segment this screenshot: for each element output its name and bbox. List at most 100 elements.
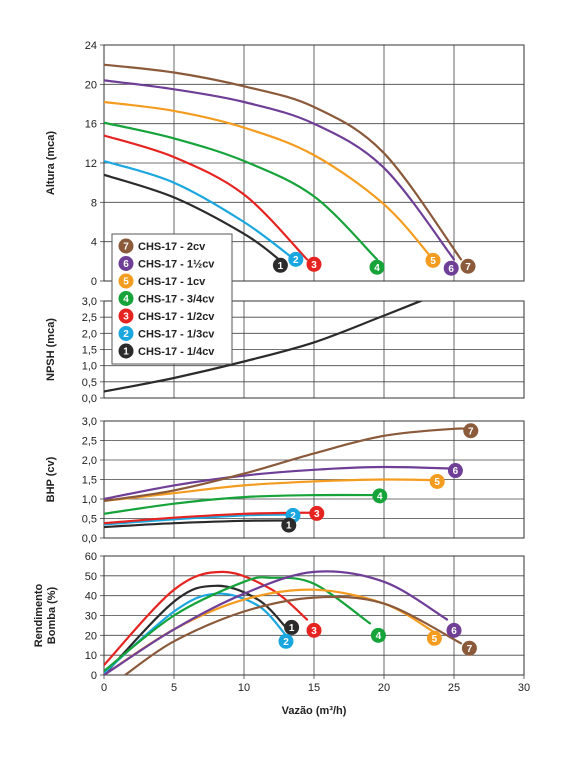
legend-item-1: 1 CHS-17 - 1/4cv <box>118 343 215 359</box>
marker-circle <box>309 505 325 521</box>
marker-label: 5 <box>430 256 436 267</box>
y-tick-label: 0 <box>91 670 97 682</box>
series-5-marker: 5 <box>425 252 441 268</box>
series-4-line <box>104 493 386 515</box>
legend-label: CHS-17 - 1/3cv <box>138 329 215 341</box>
series-7-line <box>104 63 463 261</box>
marker-label: 2 <box>283 637 289 648</box>
marker-label: 6 <box>448 264 454 275</box>
series-6-marker: 6 <box>443 260 459 276</box>
series-1-line <box>104 173 281 261</box>
marker-label: 4 <box>377 491 383 502</box>
y-tick-label: 1,0 <box>82 494 97 506</box>
marker-label: 4 <box>376 631 382 642</box>
marker-label: 7 <box>467 644 473 655</box>
legend-label: CHS-17 - 1/2cv <box>138 311 215 323</box>
marker-circle <box>118 308 134 324</box>
marker-circle <box>278 633 294 649</box>
series-5-line <box>104 478 442 502</box>
series-4-marker: 4 <box>118 291 134 306</box>
series-6-marker: 6 <box>446 622 462 638</box>
y-tick-label: 0,5 <box>82 377 97 389</box>
marker-circle <box>118 256 134 271</box>
y-tick-label: 60 <box>85 551 97 563</box>
y-axis-title: Altura (mca) <box>45 131 57 196</box>
marker-label: 3 <box>123 312 129 323</box>
series-6-marker: 6 <box>447 463 463 479</box>
marker-label: 1 <box>123 347 129 358</box>
marker-label: 5 <box>434 477 440 488</box>
marker-label: 3 <box>311 626 317 637</box>
marker-label: 3 <box>311 260 317 271</box>
marker-label: 2 <box>123 329 129 340</box>
marker-label: 1 <box>278 261 284 272</box>
series-7-marker: 7 <box>463 423 479 439</box>
marker-circle <box>281 517 297 533</box>
series-2-line <box>104 513 288 526</box>
legend-label: CHS-17 - 1/4cv <box>138 346 215 358</box>
y-tick-label: 20 <box>85 79 97 91</box>
plot-frame <box>103 44 525 282</box>
series-5-marker: 5 <box>429 473 445 489</box>
series-lines <box>104 63 463 261</box>
marker-circle <box>288 251 304 267</box>
y-tick-label: 10 <box>85 650 97 662</box>
marker-circle <box>272 257 288 273</box>
x-axis: 0 5 10 15 20 25 30 <box>101 675 530 694</box>
marker-label: 4 <box>123 294 129 305</box>
y-tick-label: 50 <box>85 571 97 583</box>
series-6-marker: 6 <box>118 256 134 271</box>
marker-circle <box>426 630 442 646</box>
plot-frame <box>103 420 525 539</box>
marker-label: 7 <box>468 426 474 437</box>
series-5-line <box>104 100 435 261</box>
x-tick-label: 5 <box>171 682 177 694</box>
y-tick-label: 0,5 <box>82 514 97 526</box>
marker-circle <box>118 291 134 306</box>
legend-item-3: 3 CHS-17 - 1/2cv <box>118 308 215 324</box>
series-2-marker: 2 <box>118 326 134 341</box>
series-6-line <box>104 570 449 675</box>
series-7-line <box>104 427 470 502</box>
marker-label: 5 <box>432 634 438 645</box>
marker-circle <box>425 252 441 268</box>
marker-label: 7 <box>123 242 129 253</box>
series-5-marker: 5 <box>426 630 442 646</box>
marker-circle <box>370 627 386 643</box>
marker-label: 6 <box>451 626 457 637</box>
marker-circle <box>306 256 322 272</box>
series-1-marker: 1 <box>272 257 288 273</box>
x-tick-label: 15 <box>308 682 320 694</box>
series-3-marker: 3 <box>306 256 322 272</box>
series-3-line <box>104 511 316 525</box>
marker-circle <box>443 260 459 276</box>
y-axis-title: RendimentoBomba (%) <box>33 583 58 647</box>
y-tick-label: 24 <box>85 40 97 52</box>
series-3-line <box>104 134 309 261</box>
x-tick-label: 30 <box>518 682 530 694</box>
series-3-marker: 3 <box>309 505 325 521</box>
y-tick-label: 16 <box>85 119 97 131</box>
series-3-line <box>104 570 309 667</box>
marker-circle <box>461 640 477 656</box>
marker-label: 3 <box>314 509 320 520</box>
marker-circle <box>429 473 445 489</box>
series-lines <box>104 301 424 393</box>
legend-item-6: 6 CHS-17 - 1½cv <box>118 256 215 271</box>
marker-circle <box>447 463 463 479</box>
y-tick-label: 2,0 <box>82 455 97 467</box>
legend-box <box>111 233 233 365</box>
series-2-line <box>104 159 295 260</box>
marker-circle <box>118 343 134 359</box>
series-2-marker: 2 <box>288 251 304 267</box>
marker-circle <box>446 622 462 638</box>
y-tick-label: 1,5 <box>82 345 97 357</box>
y-tick-label: 4 <box>91 237 97 249</box>
marker-circle <box>460 258 476 274</box>
y-tick-label: 1,5 <box>82 475 97 487</box>
y-tick-label: 30 <box>85 611 97 623</box>
legend-item-4: 4 CHS-17 - 3/4cv <box>118 291 215 306</box>
x-tick-label: 0 <box>101 682 107 694</box>
